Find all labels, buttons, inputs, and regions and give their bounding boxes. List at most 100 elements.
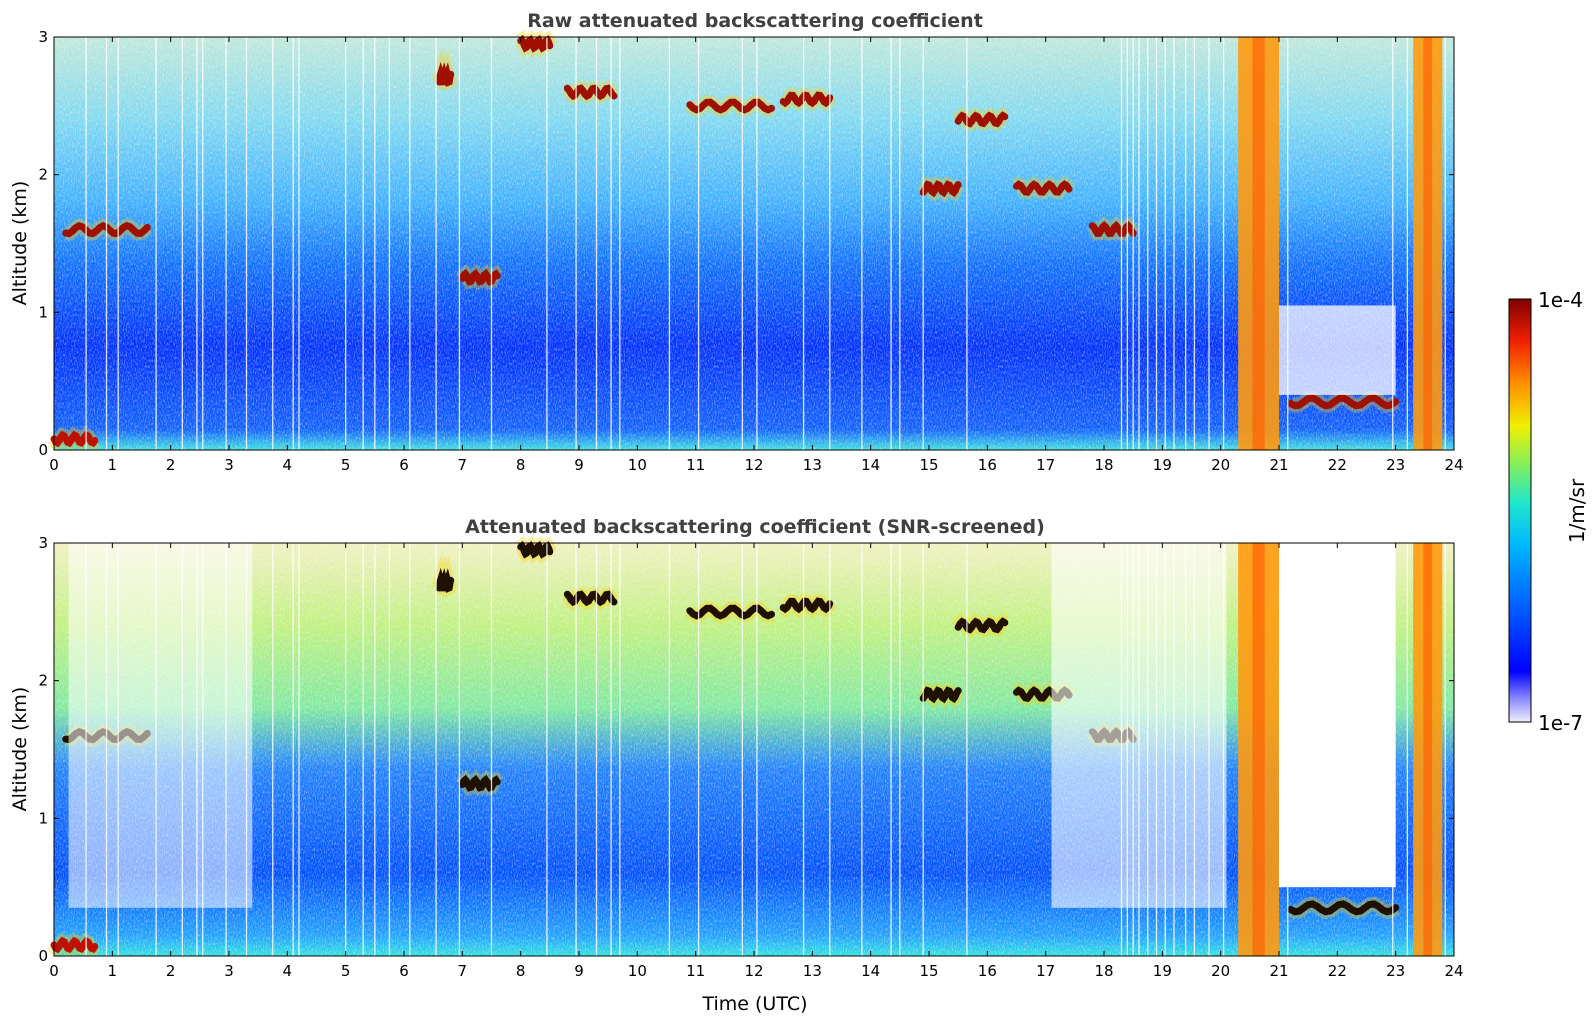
x-tick-label: 4 (283, 456, 293, 474)
x-tick-label: 16 (978, 962, 997, 980)
colorbar-max-label: 1e-4 (1538, 288, 1583, 312)
cloud-layer (50, 430, 99, 448)
x-tick-label: 5 (341, 962, 351, 980)
x-tick-label: 14 (861, 962, 880, 980)
cloud-layer (954, 111, 1009, 128)
x-tick-label: 7 (458, 456, 468, 474)
x-tick-label: 0 (49, 962, 59, 980)
y-tick-label: 1 (38, 303, 48, 321)
x-tick-label: 6 (399, 962, 409, 980)
x-tick-label: 2 (166, 456, 176, 474)
x-tick-label: 20 (1211, 962, 1230, 980)
y-tick-label: 0 (38, 441, 48, 459)
x-tick-label: 13 (803, 456, 822, 474)
cloud-layer (779, 91, 834, 108)
x-tick-label: 4 (283, 962, 293, 980)
cloud-layer (50, 936, 99, 954)
panel2-y-axis: 0 1 2 3 (38, 534, 1454, 965)
x-tick-label: 16 (978, 456, 997, 474)
cloud-layer (435, 61, 455, 87)
panel1-y-axis: 0 1 2 3 (38, 28, 1454, 459)
panel2-heatmap (47, 535, 1454, 958)
panel2-xlabel: Time (UTC) (701, 993, 807, 1015)
x-tick-label: 5 (341, 456, 351, 474)
x-tick-label: 12 (744, 456, 763, 474)
x-tick-label: 23 (1386, 456, 1405, 474)
x-tick-label: 1 (108, 962, 118, 980)
x-tick-label: 11 (686, 962, 705, 980)
panel1-heatmap (47, 29, 1454, 452)
x-tick-label: 17 (1036, 456, 1055, 474)
x-tick-label: 24 (1444, 962, 1463, 980)
colorbar: 1e-4 1e-7 1/m/sr (1508, 288, 1589, 735)
y-tick-label: 2 (38, 166, 48, 184)
x-tick-label: 21 (1269, 962, 1288, 980)
x-tick-label: 24 (1444, 456, 1463, 474)
x-tick-label: 8 (516, 962, 526, 980)
raw-backscatter-panel: Raw attenuated backscattering coefficien… (9, 10, 1464, 474)
thick-cloud-core (1252, 37, 1265, 450)
panel2-title: Attenuated backscattering coefficient (S… (465, 516, 1045, 538)
x-tick-label: 3 (224, 962, 234, 980)
y-tick-label: 2 (38, 672, 48, 690)
panel1-x-axis: 0 1 2 3 4 5 6 7 8 9 10 11 12 13 14 15 16 17 18 19 20 21 22 23 24 (49, 37, 1464, 474)
x-tick-label: 1 (108, 456, 118, 474)
thick-cloud-core (1423, 37, 1433, 450)
x-tick-label: 17 (1036, 962, 1055, 980)
x-tick-label: 22 (1328, 456, 1347, 474)
x-tick-label: 23 (1386, 962, 1405, 980)
panel2-x-axis: 0 1 2 3 4 5 6 7 8 9 10 11 12 13 14 15 16 17 18 19 20 21 22 23 24 (49, 543, 1464, 980)
cloud-layer (779, 597, 834, 614)
x-tick-label: 18 (1094, 962, 1113, 980)
screened-region (68, 543, 253, 908)
colorbar-unit-label: 1/m/sr (1565, 478, 1589, 543)
y-tick-label: 0 (38, 947, 48, 965)
thick-cloud-core (1252, 543, 1265, 956)
y-tick-label: 3 (38, 28, 48, 46)
cloud-layer (563, 590, 618, 607)
x-tick-label: 7 (458, 962, 468, 980)
x-tick-label: 15 (919, 962, 938, 980)
colorbar-min-label: 1e-7 (1538, 711, 1583, 735)
x-tick-label: 0 (49, 456, 59, 474)
cloud-layer (686, 98, 775, 114)
x-tick-label: 21 (1269, 456, 1288, 474)
x-tick-label: 12 (744, 962, 763, 980)
x-tick-label: 14 (861, 456, 880, 474)
cloud-layer (919, 686, 962, 704)
x-tick-label: 9 (574, 962, 584, 980)
panel2-ylabel: Altitude (km) (9, 687, 31, 812)
x-tick-label: 11 (686, 456, 705, 474)
screened-region (1279, 543, 1396, 888)
thick-cloud-core (1423, 543, 1433, 956)
cloud-layer (954, 617, 1009, 634)
x-tick-label: 6 (399, 456, 409, 474)
cloud-layer (919, 180, 962, 198)
panel1-ylabel: Altitude (km) (9, 181, 31, 306)
cloud-layer (686, 604, 775, 620)
x-tick-label: 15 (919, 456, 938, 474)
x-tick-label: 8 (516, 456, 526, 474)
colorbar-gradient (1508, 298, 1532, 723)
cloud-layer (1088, 220, 1137, 238)
cloud-layer (517, 540, 554, 559)
cloud-layer (1287, 900, 1400, 916)
x-tick-label: 3 (224, 456, 234, 474)
x-tick-label: 19 (1153, 456, 1172, 474)
x-tick-label: 2 (166, 962, 176, 980)
x-tick-label: 22 (1328, 962, 1347, 980)
cloud-layer (563, 84, 618, 101)
panel1-title: Raw attenuated backscattering coefficien… (527, 10, 983, 32)
x-tick-label: 13 (803, 962, 822, 980)
cloud-layer (1287, 394, 1400, 410)
y-tick-label: 1 (38, 809, 48, 827)
cloud-layer (1013, 180, 1073, 196)
clear-gap (1279, 305, 1396, 395)
x-tick-label: 18 (1094, 456, 1113, 474)
cloud-layer (517, 34, 554, 53)
x-tick-label: 9 (574, 456, 584, 474)
x-tick-label: 19 (1153, 962, 1172, 980)
cloud-layer (435, 567, 455, 593)
snr-screened-panel: Attenuated backscattering coefficient (S… (9, 516, 1464, 1015)
